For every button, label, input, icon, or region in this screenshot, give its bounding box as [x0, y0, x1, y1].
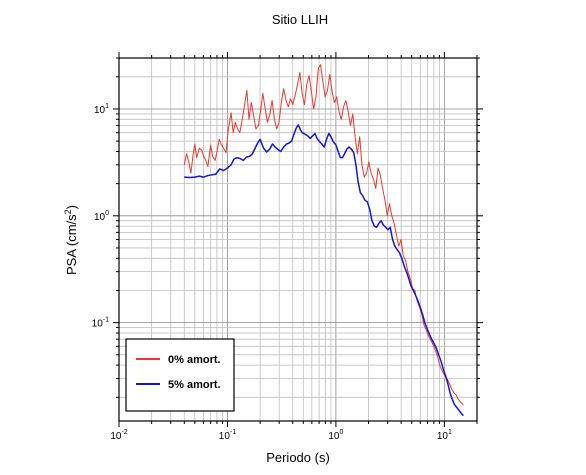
y-tick-exp: 1 — [105, 103, 109, 110]
series-line-1 — [184, 124, 464, 417]
x-tick-base: 10 — [110, 431, 122, 442]
y-axis-label-close: ) — [64, 205, 79, 209]
series-layer — [183, 64, 464, 417]
x-tick-base: 10 — [437, 431, 449, 442]
y-tick-label: 10-1 — [92, 317, 109, 330]
x-tick-exp: -2 — [121, 429, 127, 436]
y-tick-base: 10 — [94, 212, 106, 223]
y-axis-label-main: PSA (cm/s — [64, 214, 79, 275]
y-tick-exp: 0 — [105, 210, 109, 217]
x-tick-base: 10 — [219, 431, 231, 442]
x-tick-exp: 0 — [340, 429, 344, 436]
x-tick-label: 10-1 — [219, 429, 236, 442]
y-axis-label: PSA (cm/s2) — [63, 205, 79, 275]
y-tick-base: 10 — [92, 319, 104, 330]
x-tick-base: 10 — [328, 431, 340, 442]
x-tick-label: 100 — [328, 429, 343, 442]
x-tick-label: 101 — [437, 429, 452, 442]
x-tick-exp: 1 — [448, 429, 452, 436]
y-tick-label: 100 — [94, 210, 109, 223]
y-tick-base: 10 — [94, 105, 106, 116]
y-tick-exp: -1 — [103, 317, 109, 324]
legend-label-1: 5% amort. — [168, 379, 221, 391]
legend-box — [125, 338, 235, 412]
x-axis-label: Periodo (s) — [266, 450, 330, 465]
y-axis-label-sup: 2 — [63, 209, 73, 214]
chart-title: Sitio LLIH — [272, 12, 328, 27]
x-tick-exp: -1 — [230, 429, 236, 436]
y-tick-label: 101 — [94, 103, 109, 116]
legend: 0% amort. 5% amort. — [125, 338, 235, 412]
x-tick-label: 10-2 — [110, 429, 127, 442]
ticks — [113, 52, 483, 427]
legend-label-0: 0% amort. — [168, 354, 221, 366]
